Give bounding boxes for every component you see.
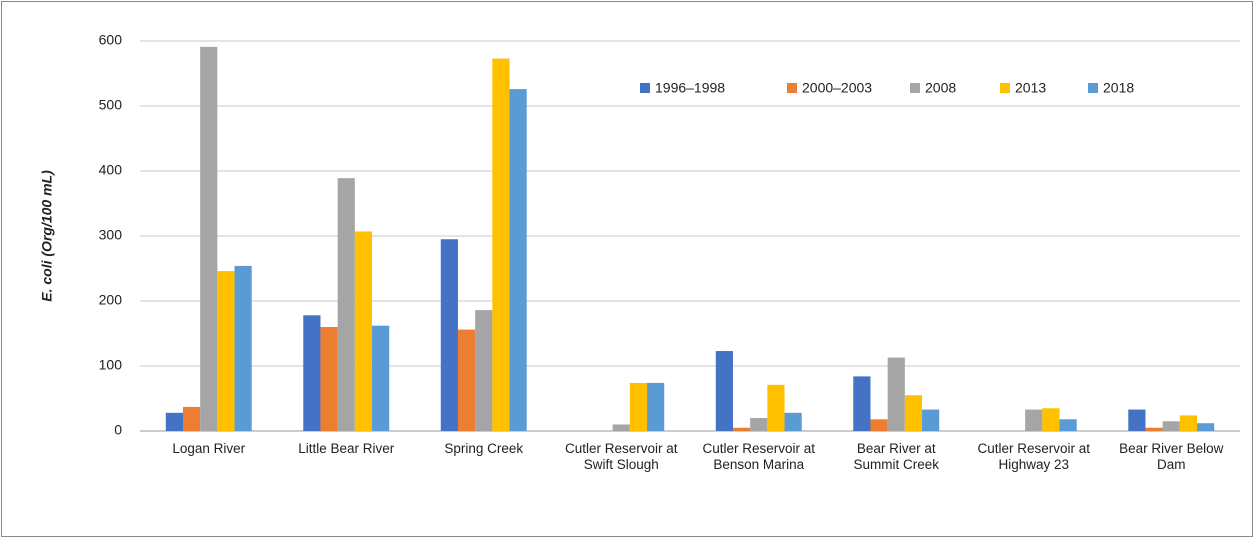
bar bbox=[200, 46, 218, 431]
bar bbox=[1145, 427, 1163, 431]
y-tick-label: 500 bbox=[99, 97, 123, 113]
bar bbox=[922, 409, 940, 431]
bar bbox=[1025, 409, 1043, 431]
x-tick-label: Spring Creek bbox=[444, 441, 524, 456]
bar bbox=[887, 357, 905, 431]
legend-swatch bbox=[787, 83, 797, 93]
bar bbox=[303, 315, 321, 431]
bar bbox=[1179, 415, 1198, 431]
legend-swatch bbox=[640, 83, 650, 93]
x-tick-label: Cutler Reservoir at Highway 23 bbox=[977, 441, 1091, 472]
y-tick-label: 400 bbox=[99, 162, 123, 178]
bar bbox=[475, 310, 493, 431]
bar bbox=[440, 239, 458, 431]
y-tick-label: 600 bbox=[99, 32, 123, 48]
legend-label: 2000–2003 bbox=[802, 80, 872, 96]
bar bbox=[732, 427, 751, 431]
bar bbox=[629, 382, 648, 431]
bar bbox=[784, 412, 802, 431]
legend-swatch bbox=[910, 83, 920, 93]
bar bbox=[750, 418, 768, 431]
legend-label: 1996–1998 bbox=[655, 80, 725, 96]
legend-swatch bbox=[1088, 83, 1098, 93]
bar bbox=[492, 58, 510, 432]
x-tick-label: Little Bear River bbox=[298, 441, 395, 456]
bar bbox=[372, 325, 390, 431]
bar bbox=[320, 327, 338, 431]
bar bbox=[457, 329, 476, 431]
x-tick-label: Bear River Below Dam bbox=[1119, 441, 1224, 472]
bar bbox=[1128, 409, 1146, 431]
bar bbox=[234, 265, 252, 431]
bar bbox=[612, 424, 630, 431]
bar bbox=[1162, 421, 1180, 431]
bar bbox=[354, 231, 373, 431]
bar bbox=[1197, 423, 1215, 431]
legend-swatch bbox=[1000, 83, 1010, 93]
y-tick-label: 0 bbox=[114, 422, 122, 438]
bar bbox=[647, 382, 665, 431]
x-tick-label: Cutler Reservoir at Benson Marina bbox=[702, 441, 816, 472]
bar bbox=[870, 419, 888, 431]
bar bbox=[767, 384, 785, 431]
bar bbox=[715, 351, 733, 431]
legend-label: 2018 bbox=[1103, 80, 1134, 96]
legend-label: 2008 bbox=[925, 80, 956, 96]
bar bbox=[1059, 419, 1077, 431]
x-tick-label: Logan River bbox=[172, 441, 246, 456]
bar bbox=[182, 406, 201, 431]
bar bbox=[509, 89, 527, 431]
bar bbox=[853, 376, 871, 431]
bar bbox=[337, 178, 355, 431]
bar bbox=[904, 395, 923, 431]
x-tick-label: Cutler Reservoir at Swift Slough bbox=[564, 441, 678, 472]
bar bbox=[1042, 408, 1060, 431]
x-tick-label: Bear River at Summit Creek bbox=[853, 441, 939, 472]
bar bbox=[217, 271, 235, 431]
y-tick-label: 100 bbox=[99, 357, 123, 373]
y-tick-label: 300 bbox=[99, 227, 123, 243]
y-axis-label: E. coli (Org/100 mL) bbox=[39, 170, 55, 302]
legend-label: 2013 bbox=[1015, 80, 1046, 96]
y-tick-label: 200 bbox=[99, 292, 123, 308]
bar bbox=[165, 412, 183, 431]
